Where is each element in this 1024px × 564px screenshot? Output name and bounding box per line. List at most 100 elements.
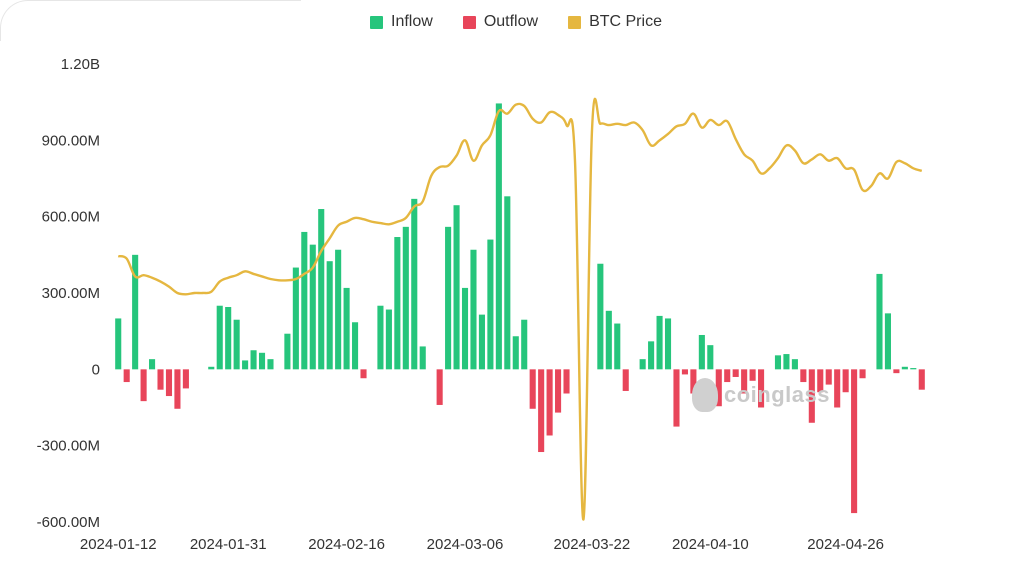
outflow-bar[interactable] [529, 369, 536, 409]
inflow-bar[interactable] [225, 306, 232, 370]
inflow-bar[interactable] [301, 231, 308, 370]
outflow-bar[interactable] [749, 369, 756, 381]
inflow-bar[interactable] [326, 261, 333, 370]
outflow-bar[interactable] [918, 369, 925, 390]
inflow-bar[interactable] [233, 319, 240, 370]
outflow-bar[interactable] [622, 369, 629, 391]
inflow-bar[interactable] [521, 319, 528, 370]
inflow-bar[interactable] [242, 360, 249, 370]
outflow-bar[interactable] [555, 369, 562, 413]
inflow-bar[interactable] [318, 209, 325, 370]
inflow-bar[interactable] [495, 103, 502, 370]
inflow-bar[interactable] [783, 354, 790, 370]
inflow-bar[interactable] [605, 310, 612, 370]
inflow-bar[interactable] [385, 309, 392, 370]
outflow-bar[interactable] [851, 369, 858, 514]
outflow-bar[interactable] [808, 369, 815, 423]
inflow-bar[interactable] [504, 196, 511, 370]
inflow-bar[interactable] [901, 366, 908, 370]
outflow-bar[interactable] [834, 369, 841, 408]
inflow-bar[interactable] [292, 267, 299, 370]
inflow-bar[interactable] [352, 322, 359, 370]
inflow-bar[interactable] [707, 345, 714, 370]
inflow-bar[interactable] [470, 249, 477, 370]
outflow-bar[interactable] [165, 369, 173, 397]
outflow-bar[interactable] [741, 369, 748, 394]
outflow-bar[interactable] [715, 369, 722, 407]
y-tick-label: 0 [92, 361, 100, 378]
coinglass-logo-icon [692, 378, 718, 412]
inflow-bar[interactable] [284, 333, 291, 370]
inflow-bar[interactable] [453, 205, 460, 370]
inflow-bar[interactable] [698, 334, 705, 370]
outflow-bar[interactable] [436, 369, 443, 405]
outflow-bar[interactable] [825, 369, 832, 385]
inflow-bar[interactable] [411, 198, 418, 370]
legend-label-inflow: Inflow [391, 13, 433, 30]
inflow-bar[interactable] [216, 305, 223, 370]
inflow-bar[interactable] [258, 352, 266, 370]
outflow-bar[interactable] [563, 369, 570, 394]
inflow-bar[interactable] [377, 305, 384, 370]
inflow-bar[interactable] [876, 273, 883, 370]
outflow-bar[interactable] [681, 369, 688, 375]
coinglass-watermark: coinglass [692, 378, 830, 412]
outflow-bar[interactable] [732, 369, 739, 377]
inflow-bar[interactable] [478, 314, 485, 370]
outflow-bar[interactable] [800, 369, 807, 383]
outflow-bar[interactable] [174, 369, 181, 409]
inflow-bar[interactable] [115, 318, 122, 370]
outflow-bar[interactable] [842, 369, 849, 393]
inflow-bar[interactable] [487, 239, 494, 370]
legend-item-inflow[interactable]: Inflow [362, 13, 433, 31]
y-axis: -600.00M -300.00M 0 300.00M 600.00M 900.00M 1.… [37, 56, 100, 531]
outflow-bar[interactable] [360, 369, 367, 379]
inflow-bar[interactable] [910, 368, 917, 370]
outflow-bar[interactable] [157, 369, 164, 390]
outflow-bar[interactable] [690, 369, 697, 394]
inflow-bar[interactable] [639, 359, 646, 370]
inflow-bar[interactable] [461, 287, 469, 370]
inflow-bar[interactable] [335, 249, 342, 370]
price-line-series [117, 97, 923, 521]
outflow-bar[interactable] [893, 369, 900, 374]
watermark-text: coinglass [724, 382, 830, 407]
outflow-bar[interactable] [758, 369, 765, 408]
outflow-bar[interactable] [817, 369, 824, 393]
inflow-bar[interactable] [394, 237, 401, 370]
inflow-bar[interactable] [445, 226, 452, 370]
inflow-bar[interactable] [402, 226, 409, 370]
outflow-bar[interactable] [724, 369, 731, 383]
outflow-bar[interactable] [182, 369, 189, 389]
outflow-bar[interactable] [538, 369, 545, 453]
outflow-bar[interactable] [140, 369, 147, 402]
outflow-bar[interactable] [859, 369, 866, 379]
inflow-bar[interactable] [250, 350, 257, 370]
x-tick-label: 2024-01-12 [80, 536, 157, 553]
inflow-bar[interactable] [267, 359, 274, 370]
inflow-bar[interactable] [656, 315, 663, 370]
inflow-bar[interactable] [614, 323, 621, 370]
inflow-bar[interactable] [343, 287, 350, 370]
outflow-bar[interactable] [673, 369, 680, 427]
inflow-bar[interactable] [884, 313, 891, 370]
legend-item-outflow[interactable]: Outflow [455, 13, 538, 31]
inflow-bar[interactable] [419, 346, 426, 370]
btc-price-line[interactable] [117, 97, 923, 521]
x-tick-label: 2024-03-22 [554, 536, 631, 553]
inflow-bar[interactable] [597, 263, 604, 370]
inflow-bar[interactable] [132, 254, 139, 370]
inflow-bar[interactable] [208, 366, 215, 370]
inflow-bar[interactable] [309, 244, 316, 370]
inflow-bar[interactable] [512, 336, 519, 370]
inflow-bar[interactable] [774, 355, 782, 370]
legend-item-btc-price[interactable]: BTC Price [560, 13, 662, 31]
inflow-bar[interactable] [791, 359, 798, 370]
inflow-bar[interactable] [648, 341, 655, 370]
inflow-bar[interactable] [664, 318, 672, 370]
inflow-bar[interactable] [149, 359, 156, 370]
outflow-bar[interactable] [546, 369, 553, 436]
outflow-bar[interactable] [123, 369, 130, 383]
legend-swatch-btc-price [568, 15, 582, 29]
